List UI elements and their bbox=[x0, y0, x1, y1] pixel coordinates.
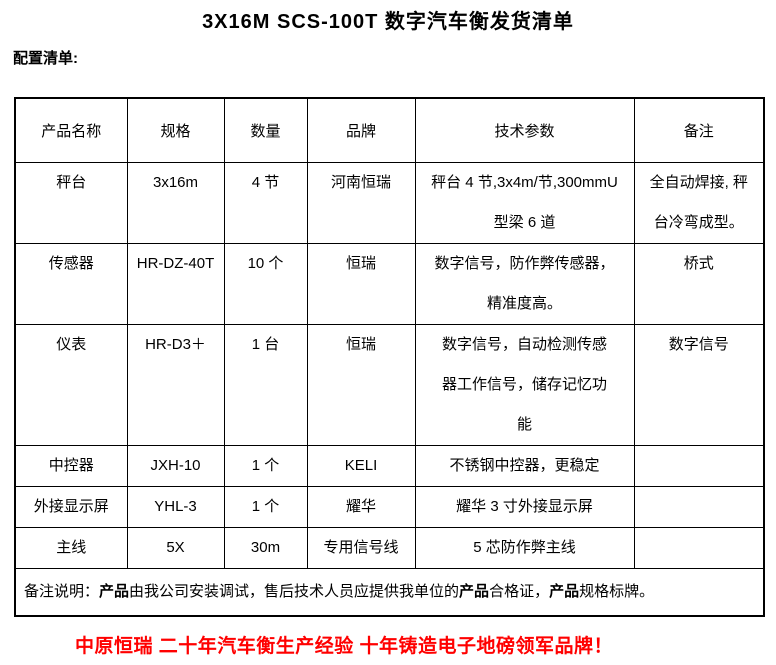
table-row: 仪表 HR-D3＋ 1 台 恒瑞 数字信号，自动检测传感 器工作信号，储存记忆功… bbox=[14, 324, 765, 446]
remark-text: 备注说明：产品由我公司安装调试，售后技术人员应提供我单位的产品合格证，产品规格标… bbox=[14, 568, 765, 617]
cell-product: 中控器 bbox=[14, 445, 128, 487]
remark-segment: 规格标牌。 bbox=[579, 583, 655, 600]
cell-params: 耀华 3 寸外接显示屏 bbox=[414, 486, 635, 528]
cell-qty: 4 节 bbox=[223, 162, 308, 244]
cell-product: 仪表 bbox=[14, 324, 128, 446]
remark-segment: 备注说明： bbox=[24, 583, 100, 600]
cell-brand: 恒瑞 bbox=[306, 324, 416, 446]
cell-note: 数字信号 bbox=[633, 324, 765, 446]
cell-brand: KELI bbox=[306, 445, 416, 487]
cell-qty: 1 个 bbox=[223, 486, 308, 528]
cell-note bbox=[633, 445, 765, 487]
cell-qty: 1 个 bbox=[223, 445, 308, 487]
cell-spec: HR-DZ-40T bbox=[126, 243, 225, 325]
cell-product: 传感器 bbox=[14, 243, 128, 325]
cell-params: 秤台 4 节,3x4m/节,300mmU 型梁 6 道 bbox=[414, 162, 635, 244]
cell-params: 5 芯防作弊主线 bbox=[414, 527, 635, 569]
remark-segment: 产品 bbox=[549, 583, 580, 600]
cell-params: 数字信号，防作弊传感器， 精准度高。 bbox=[414, 243, 635, 325]
cell-spec: 3x16m bbox=[126, 162, 225, 244]
column-header-spec: 规格 bbox=[126, 97, 225, 163]
cell-product: 外接显示屏 bbox=[14, 486, 128, 528]
cell-spec: JXH-10 bbox=[126, 445, 225, 487]
column-header-params: 技术参数 bbox=[414, 97, 635, 163]
table-row: 秤台 3x16m 4 节 河南恒瑞 秤台 4 节,3x4m/节,300mmU 型… bbox=[14, 162, 765, 244]
cell-note: 桥式 bbox=[633, 243, 765, 325]
table-row: 主线 5X 30m 专用信号线 5 芯防作弊主线 bbox=[14, 527, 765, 569]
cell-brand: 恒瑞 bbox=[306, 243, 416, 325]
column-header-brand: 品牌 bbox=[306, 97, 416, 163]
cell-note bbox=[633, 486, 765, 528]
table-row: 传感器 HR-DZ-40T 10 个 恒瑞 数字信号，防作弊传感器， 精准度高。… bbox=[14, 243, 765, 325]
remark-segment: 产品 bbox=[459, 583, 490, 600]
cell-product: 秤台 bbox=[14, 162, 128, 244]
cell-brand: 耀华 bbox=[306, 486, 416, 528]
column-header-qty: 数量 bbox=[223, 97, 308, 163]
cell-params: 数字信号，自动检测传感 器工作信号，储存记忆功 能 bbox=[414, 324, 635, 446]
remark-row: 备注说明：产品由我公司安装调试，售后技术人员应提供我单位的产品合格证，产品规格标… bbox=[14, 568, 765, 617]
cell-note bbox=[633, 527, 765, 569]
cell-spec: 5X bbox=[126, 527, 225, 569]
cell-product: 主线 bbox=[14, 527, 128, 569]
cell-qty: 1 台 bbox=[223, 324, 308, 446]
remark-segment: 由我公司安装调试，售后技术人员应提供我单位的 bbox=[129, 583, 460, 600]
table-header-row: 产品名称 规格 数量 品牌 技术参数 备注 bbox=[14, 97, 765, 163]
page-title: 3X16M SCS-100T 数字汽车衡发货清单 bbox=[202, 11, 574, 33]
table-row: 外接显示屏 YHL-3 1 个 耀华 耀华 3 寸外接显示屏 bbox=[14, 486, 765, 528]
table-row: 中控器 JXH-10 1 个 KELI 不锈钢中控器，更稳定 bbox=[14, 445, 765, 487]
cell-qty: 30m bbox=[223, 527, 308, 569]
cell-brand: 专用信号线 bbox=[306, 527, 416, 569]
cell-params: 不锈钢中控器，更稳定 bbox=[414, 445, 635, 487]
cell-qty: 10 个 bbox=[223, 243, 308, 325]
cell-brand: 河南恒瑞 bbox=[306, 162, 416, 244]
brand-slogan: 中原恒瑞 二十年汽车衡生产经验 十年铸造电子地磅领军品牌！ bbox=[74, 636, 614, 657]
remark-segment: 产品 bbox=[99, 583, 130, 600]
cell-spec: HR-D3＋ bbox=[126, 324, 225, 446]
config-list-label: 配置清单: bbox=[13, 50, 78, 67]
column-header-product: 产品名称 bbox=[14, 97, 128, 163]
remark-segment: 合格证， bbox=[489, 583, 550, 600]
column-header-note: 备注 bbox=[633, 97, 765, 163]
shipping-list-table: 产品名称 规格 数量 品牌 技术参数 备注 秤台 3x16m 4 节 河南恒瑞 … bbox=[14, 97, 765, 617]
footer-slogan-wrap: 中原恒瑞 二十年汽车衡生产经验 十年铸造电子地磅领军品牌！ bbox=[0, 631, 688, 658]
cell-spec: YHL-3 bbox=[126, 486, 225, 528]
cell-note: 全自动焊接, 秤 台冷弯成型。 bbox=[633, 162, 765, 244]
